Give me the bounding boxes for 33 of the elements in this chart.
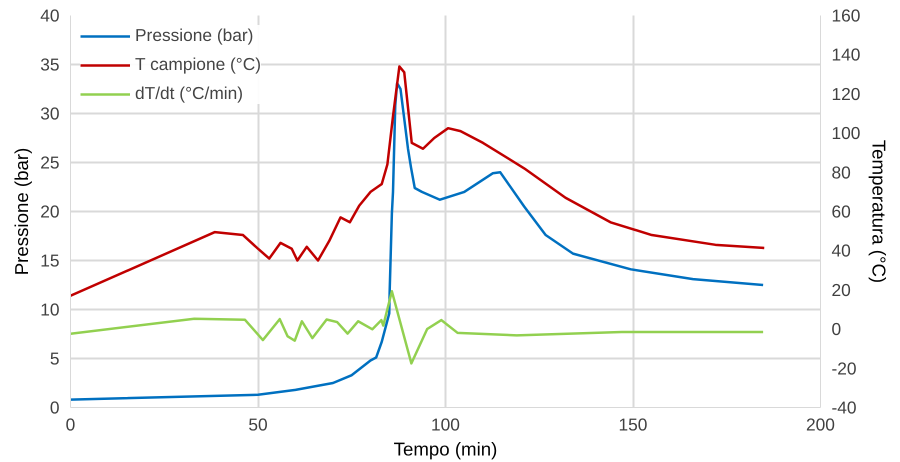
y2-tick-label: -40 <box>832 398 857 418</box>
x-axis-title: Tempo (min) <box>394 438 498 460</box>
y-tick-label: 0 <box>50 398 60 418</box>
x-tick-label: 150 <box>618 414 648 434</box>
y-tick-label: 10 <box>40 300 60 320</box>
legend-label: dT/dt (°C/min) <box>135 83 244 104</box>
y2-tick-label: 120 <box>832 84 860 104</box>
y-tick-label: 35 <box>40 54 60 74</box>
y2-tick-label: -20 <box>832 358 857 378</box>
y2-tick-label: 20 <box>832 280 851 300</box>
y2-tick-label: 60 <box>832 202 851 222</box>
y-tick-label: 5 <box>50 348 60 368</box>
y2-tick-label: 100 <box>832 123 860 144</box>
y2-tick-label: 0 <box>832 319 842 340</box>
x-tick-label: 100 <box>431 414 460 434</box>
x-tick-label: 0 <box>66 414 76 434</box>
y-tick-label: 25 <box>40 152 60 172</box>
x-tick-label: 50 <box>248 414 268 434</box>
line-series <box>70 82 764 401</box>
legend-label: T campione (°C) <box>135 54 262 75</box>
legend-label: Pressione (bar) <box>135 25 254 46</box>
y-tick-label: 40 <box>40 6 60 26</box>
y2-tick-label: 140 <box>832 44 860 65</box>
y-tick-label: 30 <box>40 104 60 124</box>
y-tick-label: 20 <box>40 202 60 222</box>
y-axis-title: Pressione (bar) <box>11 148 32 276</box>
y-tick-label: 15 <box>40 250 60 270</box>
y2-tick-label: 80 <box>832 162 851 182</box>
y2-axis-title: Temperatura (°C) <box>868 140 890 284</box>
y2-tick-label: 40 <box>832 240 851 261</box>
x-tick-label: 200 <box>806 414 835 434</box>
line-series <box>70 290 764 365</box>
y2-tick-label: 160 <box>832 6 860 26</box>
